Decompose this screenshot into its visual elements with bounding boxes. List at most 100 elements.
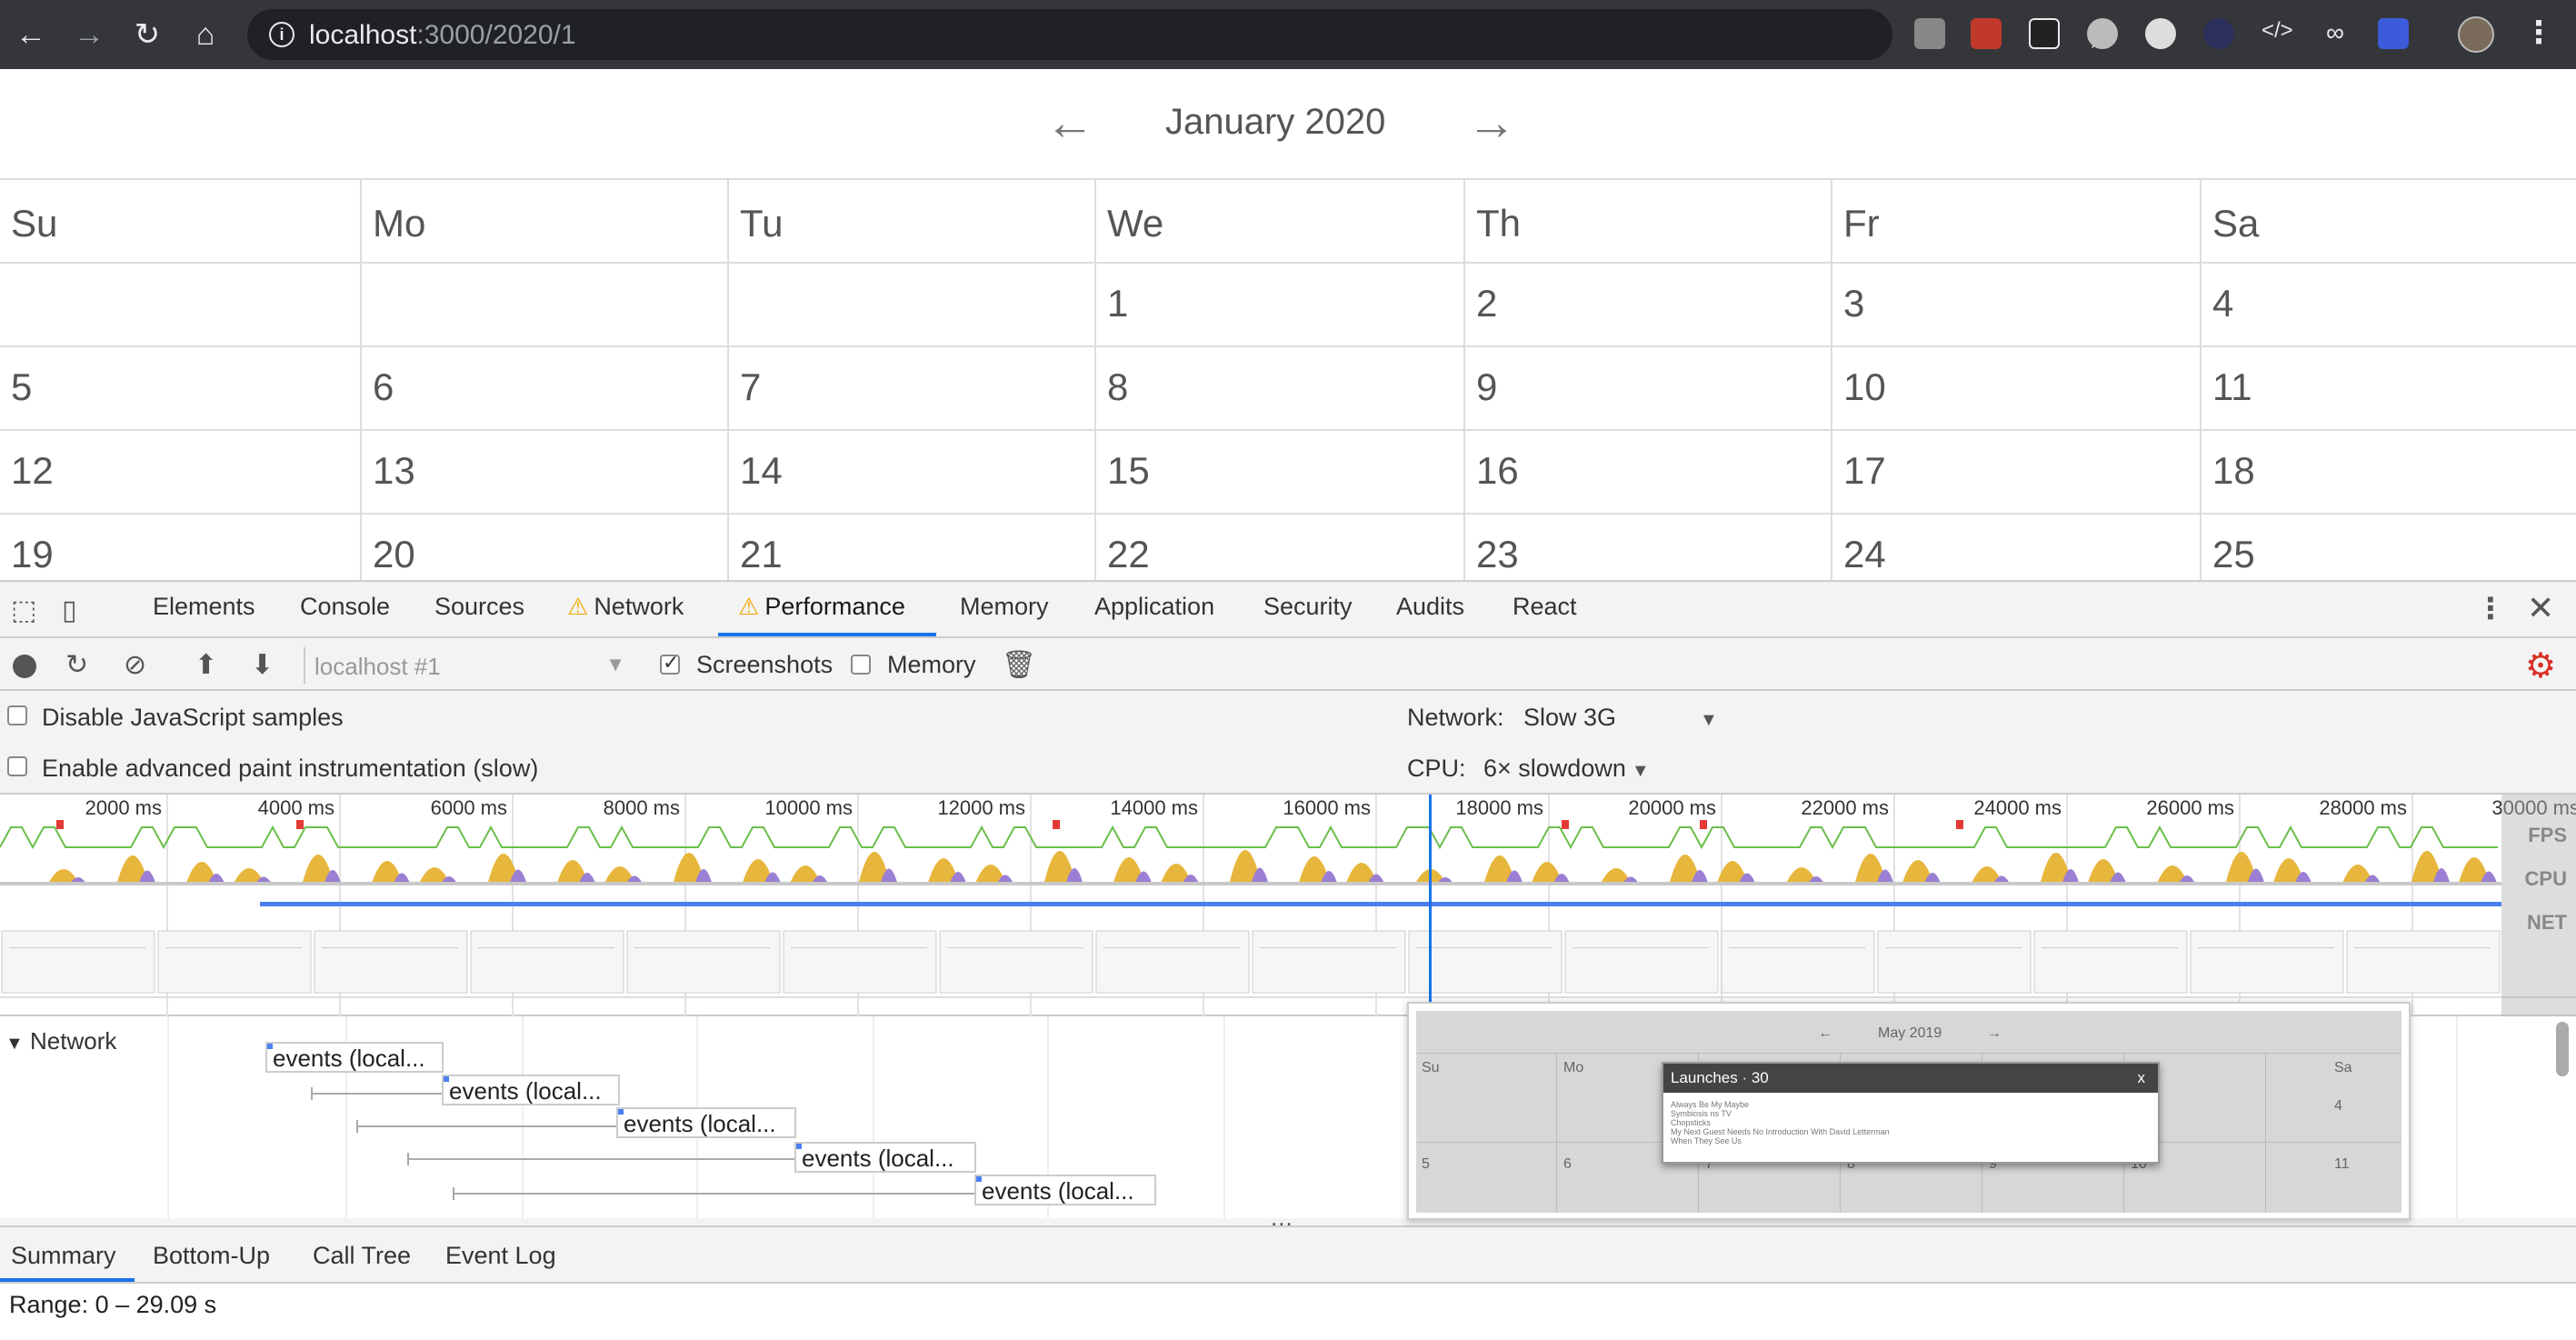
extension-circle-icon[interactable]: [2087, 18, 2118, 49]
day-cell[interactable]: [729, 264, 1096, 347]
devtools-menu-icon[interactable]: ⋮: [2476, 592, 2505, 625]
filmstrip-frame[interactable]: [2033, 930, 2188, 994]
memory-checkbox[interactable]: [851, 655, 871, 675]
filmstrip-frame[interactable]: [2346, 930, 2501, 994]
day-cell[interactable]: 9: [1465, 347, 1832, 431]
cpu-throttle-select[interactable]: 6× slowdown ▼: [1483, 755, 1650, 782]
tab-summary[interactable]: Summary: [11, 1242, 116, 1269]
devtools-panel: ⬚ ▯ Elements Console Sources ⚠ Network ⚠ P…: [0, 580, 2576, 1340]
filmstrip-frame[interactable]: [626, 930, 781, 994]
day-cell[interactable]: 18: [2202, 431, 2576, 515]
network-request-bar[interactable]: events (local...: [442, 1075, 620, 1105]
filmstrip-frame[interactable]: [939, 930, 1093, 994]
camera-extension-icon[interactable]: [1914, 18, 1945, 49]
extension-a-icon[interactable]: [2203, 18, 2234, 49]
filmstrip-frame[interactable]: [1, 930, 155, 994]
day-cell[interactable]: 10: [1832, 347, 2202, 431]
inspect-element-icon[interactable]: ⬚: [11, 595, 37, 625]
day-cell[interactable]: 12: [0, 431, 362, 515]
tab-event-log[interactable]: Event Log: [445, 1242, 556, 1269]
filmstrip-frame[interactable]: [1408, 930, 1563, 994]
day-cell[interactable]: 13: [362, 431, 729, 515]
reload-profile-icon[interactable]: ↻: [65, 650, 89, 680]
browser-menu-icon[interactable]: ⋮: [2523, 15, 2554, 50]
filmstrip-frame[interactable]: [1877, 930, 2032, 994]
tab-elements[interactable]: Elements: [153, 593, 255, 620]
tab-application[interactable]: Application: [1094, 593, 1215, 620]
network-throttle-select[interactable]: Slow 3G ▼: [1523, 704, 1718, 731]
extension-search-icon[interactable]: [2145, 18, 2176, 49]
clear-icon[interactable]: ⊘: [124, 650, 147, 680]
day-cell[interactable]: 14: [729, 431, 1096, 515]
tab-sources[interactable]: Sources: [434, 593, 525, 620]
capture-settings-gear-icon[interactable]: ⚙: [2525, 647, 2557, 685]
calendar-grid: Su Mo Tu We Th Fr Sa 1 2 3 4 5 6 7 8 9 10 11 12 13 14 15 16 17 1…: [0, 178, 2576, 598]
next-month-button[interactable]: →: [1467, 95, 1516, 150]
site-info-icon[interactable]: i: [269, 22, 295, 47]
network-request-bar[interactable]: events (local...: [794, 1142, 976, 1173]
filmstrip-frame[interactable]: [1095, 930, 1250, 994]
panel-splitter[interactable]: ...: [0, 1204, 2576, 1231]
tab-audits[interactable]: Audits: [1396, 593, 1465, 620]
day-cell[interactable]: 6: [362, 347, 729, 431]
day-cell[interactable]: [0, 264, 362, 347]
previous-month-button[interactable]: ←: [1045, 95, 1094, 150]
extension-blue-icon[interactable]: [2378, 18, 2409, 49]
filmstrip-frame[interactable]: [1564, 930, 1719, 994]
day-cell[interactable]: 4: [2202, 264, 2576, 347]
upload-icon[interactable]: ⬆: [195, 650, 218, 680]
day-cell[interactable]: 2: [1465, 264, 1832, 347]
network-request-bar[interactable]: events (local...: [616, 1107, 796, 1138]
filmstrip-frame[interactable]: [157, 930, 312, 994]
reload-icon[interactable]: ↻: [134, 17, 161, 52]
flame-scrollbar[interactable]: [2556, 1022, 2569, 1076]
back-icon[interactable]: ←: [15, 17, 46, 52]
filmstrip-frame[interactable]: [783, 930, 937, 994]
timeline-overview[interactable]: 2000 ms 4000 ms 6000 ms 8000 ms 10000 ms 1200…: [0, 795, 2576, 1016]
filmstrip-frame[interactable]: [314, 930, 468, 994]
code-extension-icon[interactable]: </>: [2261, 18, 2293, 43]
profile-avatar[interactable]: [2458, 16, 2494, 53]
network-track-toggle[interactable]: ▼ Network: [5, 1027, 117, 1055]
close-icon[interactable]: ✕: [2527, 589, 2555, 626]
day-cell[interactable]: 11: [2202, 347, 2576, 431]
day-cell[interactable]: 1: [1096, 264, 1465, 347]
day-cell[interactable]: 5: [0, 347, 362, 431]
forward-icon[interactable]: →: [74, 17, 105, 52]
tab-react[interactable]: React: [1513, 593, 1577, 620]
link-extension-icon[interactable]: ∞: [2326, 18, 2344, 46]
filmstrip-frame[interactable]: [470, 930, 624, 994]
tab-bottom-up[interactable]: Bottom-Up: [153, 1242, 271, 1269]
profile-select[interactable]: localhost #1 ▼: [304, 647, 631, 684]
download-icon[interactable]: ⬇: [251, 650, 275, 680]
day-cell[interactable]: 3: [1832, 264, 2202, 347]
device-toolbar-icon[interactable]: ▯: [62, 595, 77, 625]
network-request-bar[interactable]: events (local...: [974, 1175, 1156, 1205]
network-request-bar[interactable]: events (local...: [265, 1042, 444, 1073]
tab-performance[interactable]: ⚠ Performance: [738, 593, 905, 620]
day-cell[interactable]: 15: [1096, 431, 1465, 515]
address-bar[interactable]: i localhost:3000/2020/1 ☆: [247, 9, 2112, 60]
extension-jb-icon[interactable]: [2029, 18, 2060, 49]
tab-security[interactable]: Security: [1263, 593, 1353, 620]
tab-call-tree[interactable]: Call Tree: [313, 1242, 412, 1269]
disable-js-samples-checkbox[interactable]: [7, 705, 27, 725]
tab-console[interactable]: Console: [300, 593, 391, 620]
filmstrip-frame[interactable]: [1252, 930, 1406, 994]
day-cell[interactable]: 7: [729, 347, 1096, 431]
enable-paint-checkbox[interactable]: [7, 756, 27, 776]
day-cell[interactable]: 16: [1465, 431, 1832, 515]
extension-red-icon[interactable]: [1971, 18, 2002, 49]
trash-icon[interactable]: 🗑: [1002, 650, 1037, 680]
day-cell[interactable]: 8: [1096, 347, 1465, 431]
record-icon[interactable]: [13, 655, 36, 678]
home-icon[interactable]: ⌂: [195, 17, 215, 52]
tab-network[interactable]: ⚠ Network: [567, 593, 684, 620]
splitter-handle[interactable]: ...: [1271, 1204, 1293, 1231]
day-cell[interactable]: 17: [1832, 431, 2202, 515]
day-cell[interactable]: [362, 264, 729, 347]
screenshots-checkbox[interactable]: [660, 651, 680, 675]
tab-memory[interactable]: Memory: [960, 593, 1049, 620]
filmstrip-frame[interactable]: [1721, 930, 1875, 994]
filmstrip-frame[interactable]: [2190, 930, 2344, 994]
